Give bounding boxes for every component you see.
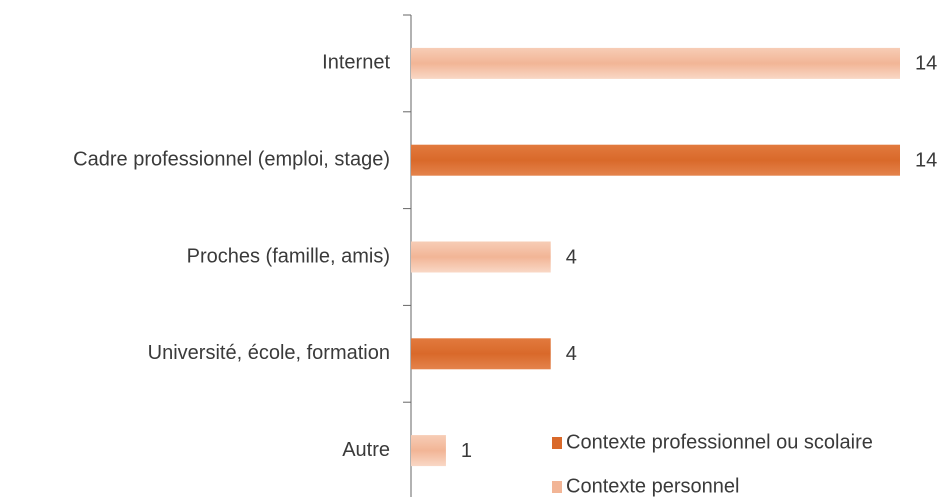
y-tick-label: Université, école, formation	[148, 342, 390, 364]
legend-swatch	[552, 437, 562, 449]
legend-swatch	[552, 481, 562, 493]
legend-label: Contexte professionnel ou scolaire	[566, 431, 873, 453]
y-tick-label: Internet	[322, 52, 390, 74]
data-label: 1	[461, 440, 472, 462]
bar	[411, 144, 900, 176]
y-tick-label: Cadre professionnel (emploi, stage)	[73, 148, 390, 170]
bar	[411, 241, 551, 273]
y-tick-label: Autre	[342, 439, 390, 461]
data-label: 14	[915, 53, 937, 75]
legend-label: Contexte personnel	[566, 475, 739, 497]
bar	[411, 338, 551, 370]
bar	[411, 47, 900, 79]
data-label: 4	[566, 246, 577, 268]
data-label: 14	[915, 149, 937, 171]
data-label: 4	[566, 343, 577, 365]
bar	[411, 435, 446, 467]
y-tick-label: Proches (famille, amis)	[187, 245, 390, 267]
